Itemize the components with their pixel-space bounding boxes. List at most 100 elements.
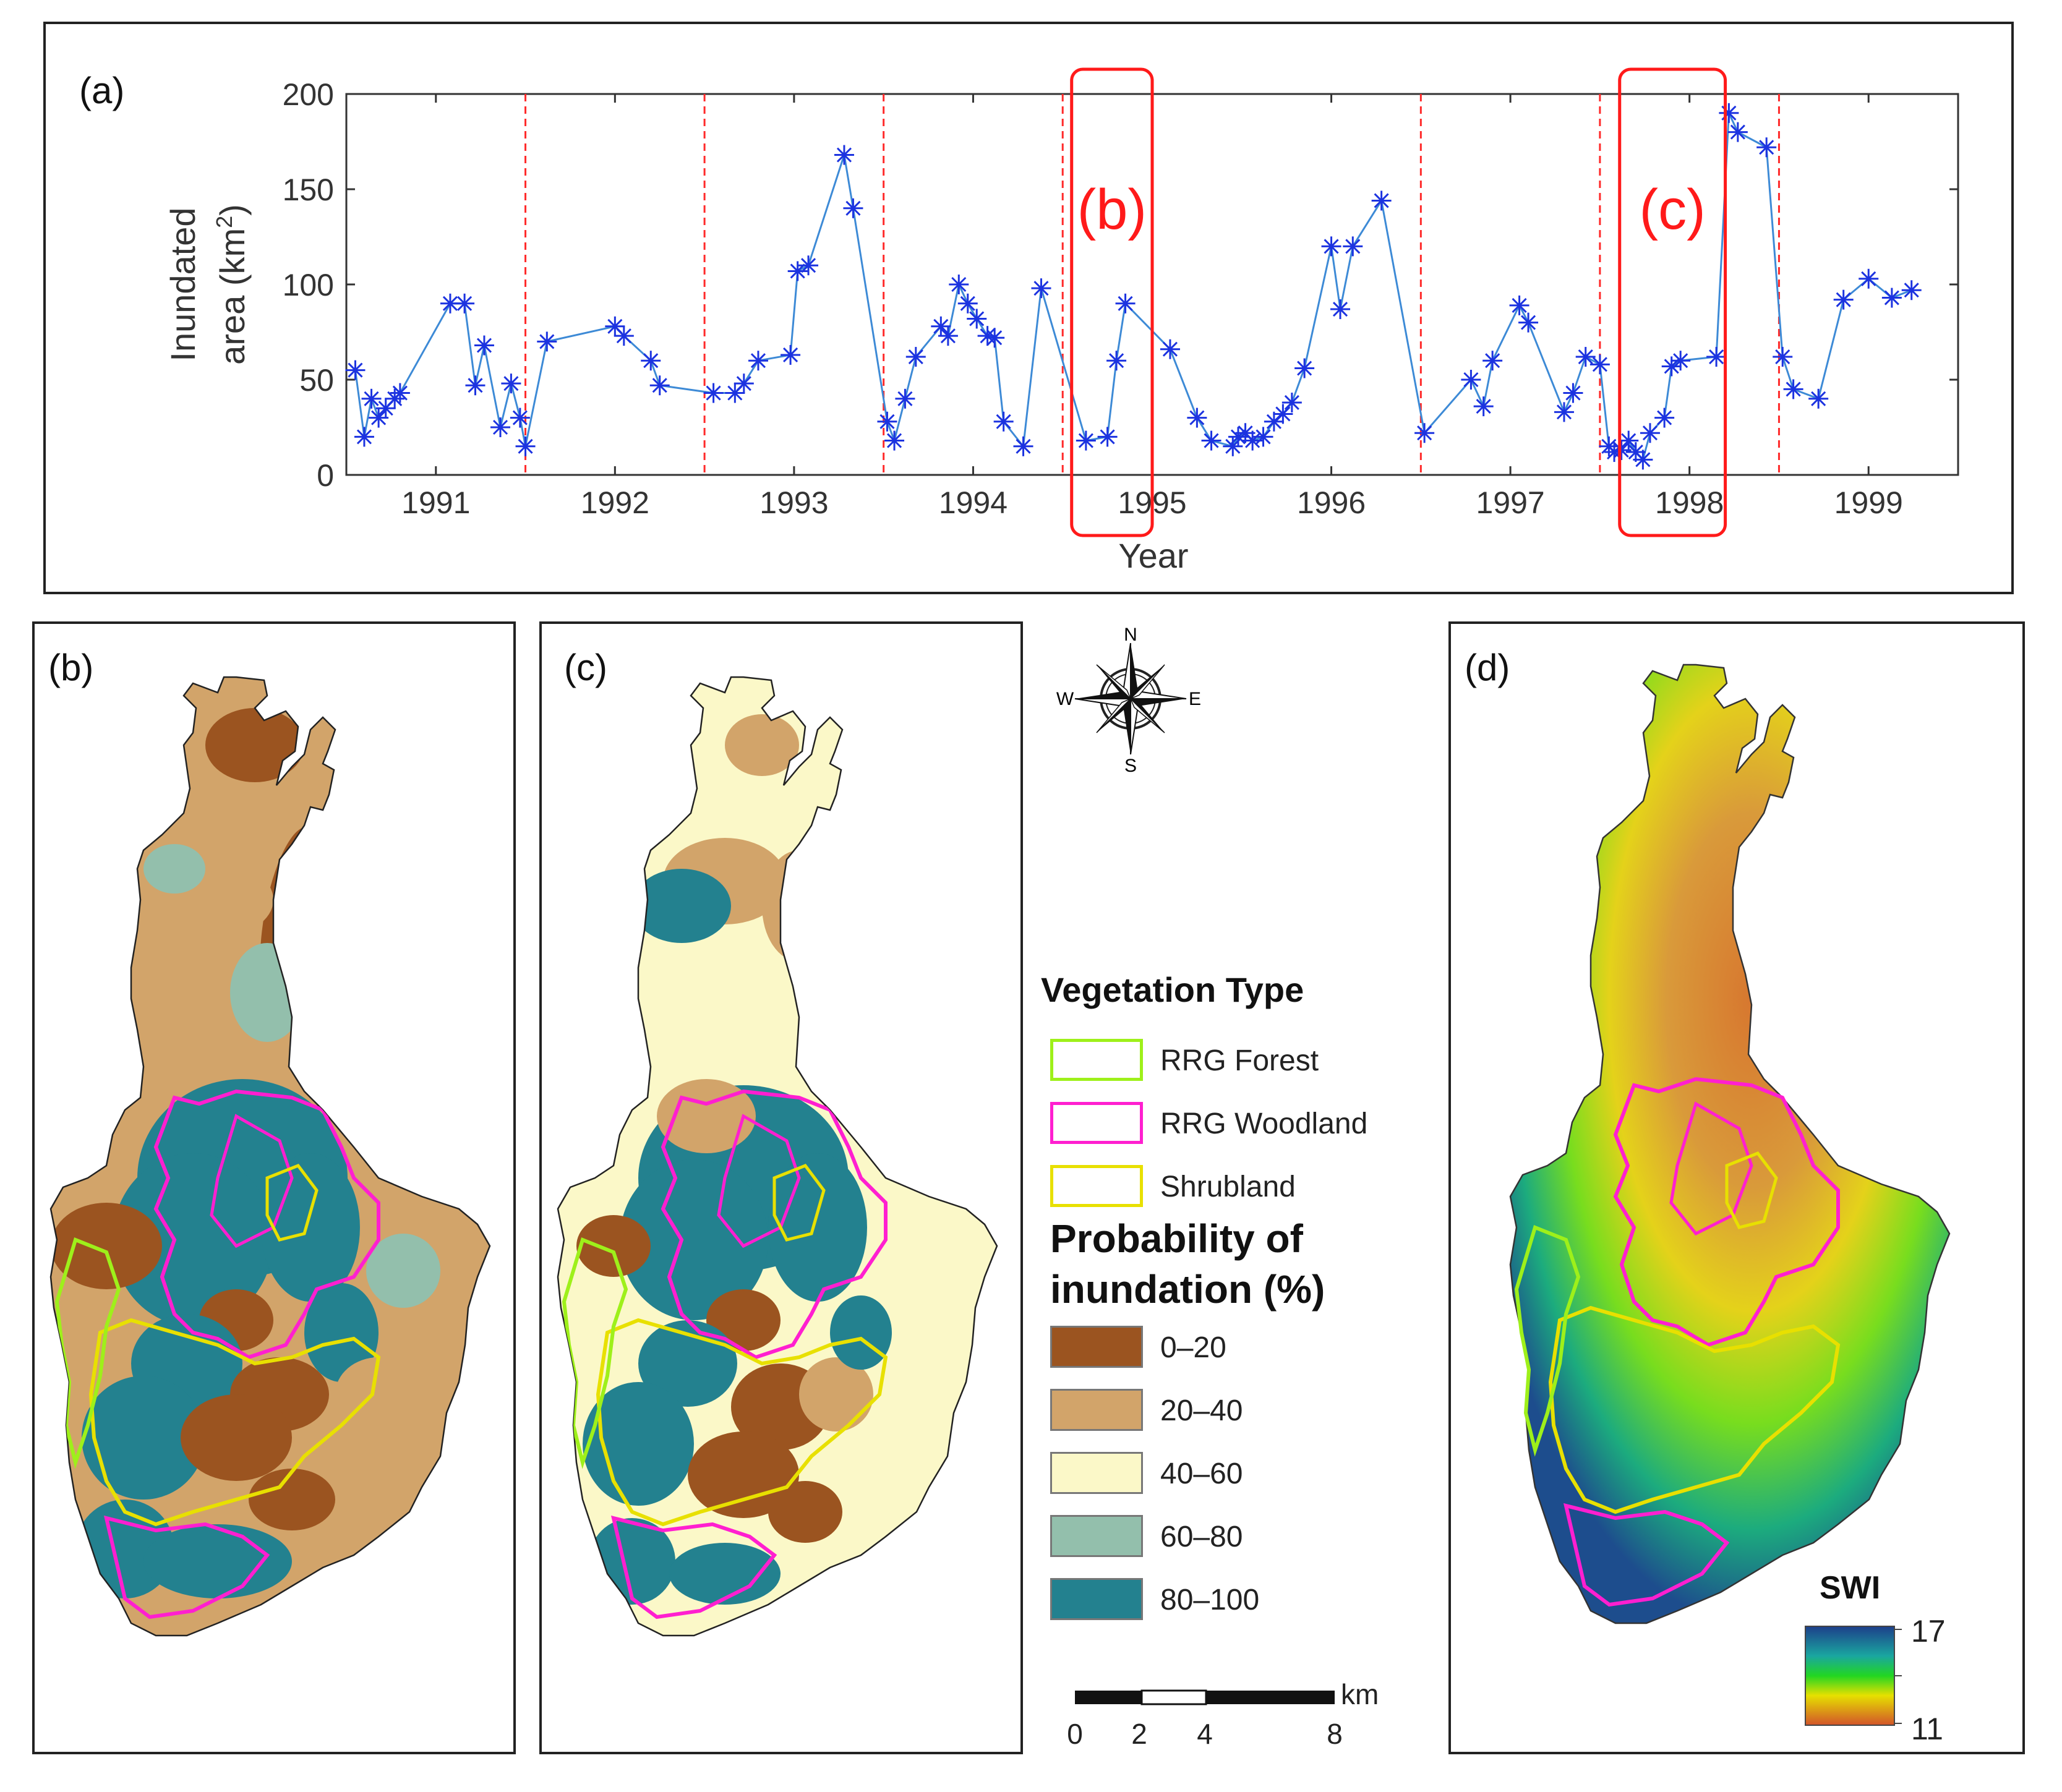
rrg-woodland-boundary xyxy=(661,1089,888,1360)
data-point-marker xyxy=(877,411,897,432)
veg-legend-label: RRG Forest xyxy=(1160,1044,1319,1077)
data-point-marker xyxy=(1187,407,1207,428)
scale-unit: km xyxy=(1341,1678,1379,1710)
scale-label-4: 4 xyxy=(1197,1718,1213,1750)
data-point-marker xyxy=(798,255,819,276)
swi-title: SWI xyxy=(1820,1570,1880,1606)
swi-max-label: 17 xyxy=(1911,1614,1946,1649)
data-point-marker xyxy=(474,335,494,356)
data-point-marker xyxy=(1575,347,1596,367)
probability-title-line1: Probability of xyxy=(1050,1216,1303,1261)
y-tick-label: 150 xyxy=(283,173,334,207)
x-tick-label: 1992 xyxy=(581,485,649,520)
scale-label-0: 0 xyxy=(1067,1718,1083,1750)
vegetation-type-title: Vegetation Type xyxy=(1041,970,1304,1009)
data-point-marker xyxy=(1671,351,1691,371)
svg-text:N: N xyxy=(1124,625,1137,645)
x-tick-label: 1998 xyxy=(1655,485,1724,520)
data-point-marker xyxy=(781,344,801,365)
panel-a-label: (a) xyxy=(79,70,125,111)
data-point-marker xyxy=(1294,358,1315,378)
data-point-marker xyxy=(1611,440,1632,460)
data-point-marker xyxy=(1482,351,1503,371)
scale-label-2: 2 xyxy=(1131,1718,1147,1750)
shrubland-boundary xyxy=(1548,1305,1841,1514)
veg-swatch-0 xyxy=(1050,1039,1143,1081)
x-tick-label: 1994 xyxy=(939,485,1007,520)
data-point-marker xyxy=(993,411,1014,432)
study-area-outline xyxy=(49,676,491,1637)
highlight-box-c xyxy=(1618,67,1727,537)
data-point-marker xyxy=(1509,295,1529,315)
data-point-marker xyxy=(1076,430,1096,451)
x-tick-label: 1991 xyxy=(401,485,470,520)
data-point-marker xyxy=(905,347,926,367)
prob-swatch-2 xyxy=(1050,1452,1143,1494)
prob-legend-label: 80–100 xyxy=(1160,1584,1260,1616)
svg-text:S: S xyxy=(1124,756,1137,773)
veg-legend-label: RRG Woodland xyxy=(1160,1107,1368,1140)
swi-raster xyxy=(1510,665,1949,1623)
data-point-marker xyxy=(1201,430,1221,451)
data-point-marker xyxy=(1264,411,1284,432)
data-point-marker xyxy=(1619,430,1639,451)
panel-d-label: (d) xyxy=(1465,647,1510,688)
data-point-marker xyxy=(369,407,389,428)
data-point-marker xyxy=(1321,236,1341,257)
x-tick-label: 1997 xyxy=(1476,485,1544,520)
data-point-marker xyxy=(895,388,915,409)
rrg-woodland-boundary xyxy=(153,1089,380,1360)
vegetation-boundaries xyxy=(562,1089,888,1619)
data-point-marker xyxy=(1727,122,1748,142)
data-point-marker xyxy=(649,375,670,396)
prob-swatch-3 xyxy=(1050,1515,1143,1557)
data-point-marker xyxy=(1756,137,1777,158)
x-axis-label: Year xyxy=(1118,536,1188,575)
prob-swatch-0 xyxy=(1050,1326,1143,1368)
data-point-marker xyxy=(510,407,530,428)
data-point-marker xyxy=(641,351,661,371)
data-point-marker xyxy=(354,427,374,447)
data-point-marker xyxy=(1414,423,1435,443)
data-point-marker xyxy=(1773,347,1793,367)
highlight-box-label: (c) xyxy=(1640,178,1706,241)
prob-legend-label: 0–20 xyxy=(1160,1331,1226,1364)
y-axis-label: Inundated xyxy=(163,207,202,361)
data-point-marker xyxy=(884,430,905,451)
highlight-box-b xyxy=(1070,67,1154,537)
rrg-forest-boundary xyxy=(1514,1224,1581,1457)
data-point-marker xyxy=(1330,299,1351,320)
swi-colorbar xyxy=(1805,1626,1895,1726)
data-point-marker xyxy=(1833,289,1854,310)
data-point-marker xyxy=(1473,396,1494,417)
data-point-marker xyxy=(1273,404,1293,424)
data-point-marker xyxy=(843,198,863,218)
data-point-marker xyxy=(1654,407,1675,428)
vegetation-boundaries xyxy=(54,1089,381,1619)
map-c-probability xyxy=(557,676,998,1637)
panel-c-label: (c) xyxy=(564,647,607,688)
data-point-marker xyxy=(1343,236,1363,257)
study-area-outline xyxy=(1509,663,1951,1624)
data-point-marker xyxy=(1589,354,1610,375)
svg-text:E: E xyxy=(1189,689,1201,709)
data-point-marker xyxy=(465,375,486,396)
data-point-marker xyxy=(515,436,536,456)
data-point-marker xyxy=(703,383,724,403)
data-point-marker xyxy=(1518,312,1539,333)
compass-rose: N S E W xyxy=(1056,625,1201,773)
probability-title-line2: inundation (%) xyxy=(1050,1267,1325,1312)
data-point-marker xyxy=(501,373,521,394)
y-axis-label-unit: area (km2) xyxy=(212,204,252,365)
rrg-forest-boundary xyxy=(54,1237,121,1469)
y-tick-label: 100 xyxy=(283,268,334,302)
data-point-marker xyxy=(834,145,854,165)
data-point-marker xyxy=(345,360,366,380)
data-point-marker xyxy=(949,275,969,294)
data-point-marker xyxy=(734,373,754,394)
data-point-marker xyxy=(967,309,987,329)
prob-swatch-1 xyxy=(1050,1389,1143,1431)
prob-swatch-4 xyxy=(1050,1578,1143,1620)
study-area-outline xyxy=(557,676,998,1637)
rrg-woodland-boundary xyxy=(1613,1077,1840,1347)
